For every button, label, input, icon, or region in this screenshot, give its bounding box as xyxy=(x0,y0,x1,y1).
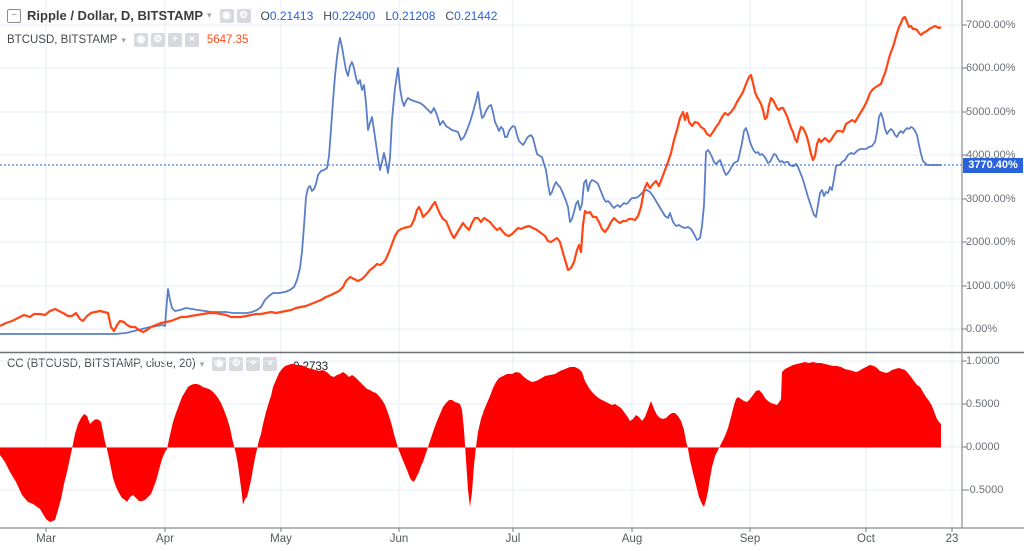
close-label: C xyxy=(445,8,455,23)
symbol-title[interactable]: Ripple / Dollar, D, BITSTAMP xyxy=(27,8,203,23)
open-label: O xyxy=(260,8,270,23)
high-value: 0.22400 xyxy=(331,8,376,23)
price-axis-label: 1000.00% xyxy=(966,280,1016,292)
cc-area-series xyxy=(0,362,941,522)
time-axis-label: Sep xyxy=(739,533,761,545)
compare-series-line xyxy=(0,15,942,334)
time-axis-label: Apr xyxy=(156,533,174,545)
time-axis-label: Oct xyxy=(857,533,875,545)
price-axis-label: 3000.00% xyxy=(966,193,1016,205)
compare-legend: BTCUSD, BITSTAMP ▾ ◉ ⚙ + × 5647.35 xyxy=(7,33,248,47)
price-axis-label: 5000.00% xyxy=(966,106,1016,118)
time-axis-label: May xyxy=(270,533,292,545)
current-price-label: 3770.40% xyxy=(963,158,1023,173)
low-value: 0.21208 xyxy=(392,8,436,23)
low-label: L xyxy=(385,8,393,23)
chevron-down-icon[interactable]: ▾ xyxy=(207,10,212,20)
chevron-down-icon[interactable]: ▾ xyxy=(199,358,205,369)
ohlc-open: O0.21413 xyxy=(261,9,314,23)
price-axis-label: -0.5000 xyxy=(966,484,1004,496)
open-value: 0.21413 xyxy=(269,8,314,23)
high-label: H xyxy=(323,8,332,23)
plus-icon[interactable]: + xyxy=(167,33,182,47)
time-axis-label: 23 xyxy=(945,533,959,545)
close-value: 0.21442 xyxy=(454,8,498,23)
gear-icon[interactable]: ⚙ xyxy=(236,8,251,23)
chevron-down-icon[interactable]: ▾ xyxy=(121,34,126,45)
price-axis-label: 0.0000 xyxy=(966,441,1000,453)
price-axis-label: 0.5000 xyxy=(966,398,1000,410)
price-axis-label: 2000.00% xyxy=(966,236,1016,248)
collapse-icon[interactable]: − xyxy=(7,8,21,23)
eye-icon[interactable]: ◉ xyxy=(219,8,234,23)
time-axis-label: Jun xyxy=(389,533,409,545)
ohlc-low: L0.21208 xyxy=(385,9,435,23)
main-series-line xyxy=(0,37,941,335)
price-axis-label: 1.0000 xyxy=(966,355,1000,367)
time-axis-label: Aug xyxy=(621,533,643,545)
symbol-legend: − Ripple / Dollar, D, BITSTAMP ▾ ◉ ⚙ O0.… xyxy=(7,8,497,23)
eye-icon[interactable]: ◉ xyxy=(133,33,148,47)
time-axis-label: Jul xyxy=(505,533,521,545)
gear-icon[interactable]: ⚙ xyxy=(150,33,165,47)
price-axis-label: 0.00% xyxy=(966,323,998,335)
time-axis-label: Mar xyxy=(36,533,56,545)
close-icon[interactable]: × xyxy=(184,33,199,47)
ohlc-high: H0.22400 xyxy=(323,9,375,23)
ohlc-close: C0.21442 xyxy=(445,9,497,23)
compare-last-value: 5647.35 xyxy=(206,34,249,46)
price-axis-label: 7000.00% xyxy=(966,19,1016,31)
price-axis-label: 6000.00% xyxy=(966,62,1016,74)
compare-title[interactable]: BTCUSD, BITSTAMP xyxy=(7,34,118,46)
